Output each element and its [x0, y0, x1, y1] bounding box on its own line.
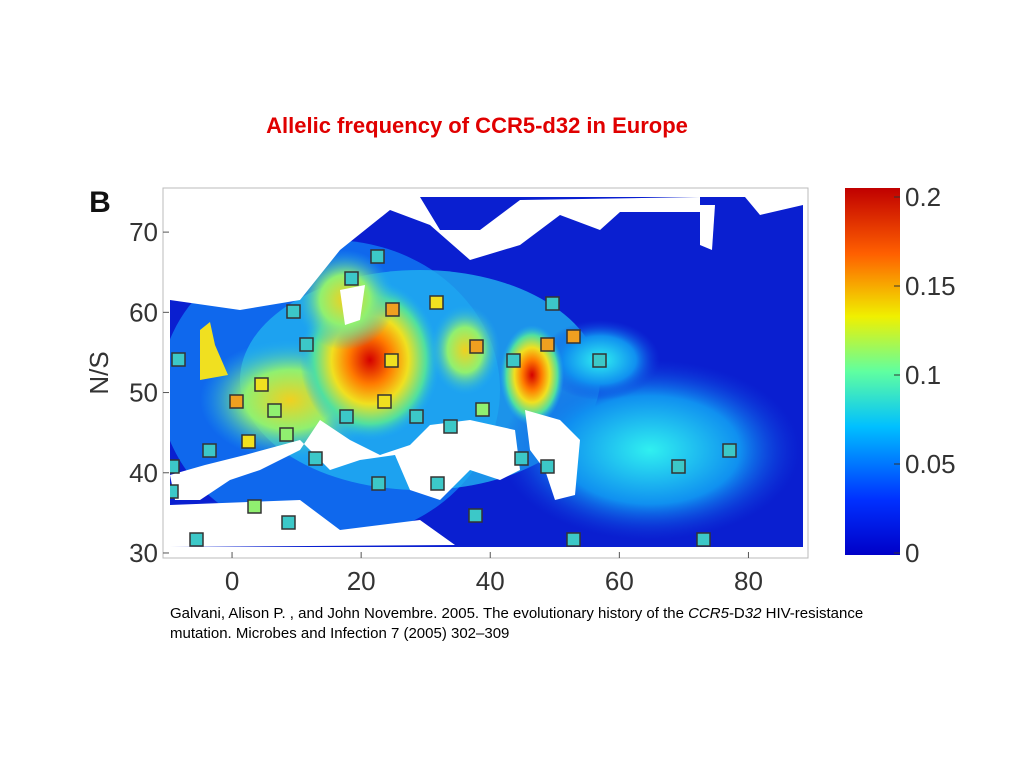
citation: Galvani, Alison P. , and John Novembre. … [170, 604, 890, 644]
colorbar [845, 188, 900, 555]
citation-text: Galvani, Alison P. , and John Novembre. … [170, 605, 689, 622]
y-axis-label: N/S [84, 351, 114, 394]
colorbar-tick-label: 0.1 [905, 360, 941, 390]
axes: 0 20 40 60 80 30 40 50 60 70 0 0.05 0.1 0.15 0.2 [129, 182, 956, 596]
map [170, 197, 803, 547]
y-tick-label: 30 [129, 538, 158, 568]
x-tick-label: 60 [605, 566, 634, 596]
y-tick-label: 70 [129, 217, 158, 247]
colorbar-tick-label: 0.05 [905, 449, 956, 479]
x-tick-label: 0 [225, 566, 239, 596]
colorbar-tick-label: 0.15 [905, 271, 956, 301]
gene-name: 32 [744, 605, 762, 622]
citation-text: -D [728, 605, 745, 622]
x-tick-label: 40 [476, 566, 505, 596]
y-tick-label: 50 [129, 378, 158, 408]
gene-name: CCR5 [688, 605, 729, 622]
x-tick-label: 20 [347, 566, 376, 596]
x-tick-label: 80 [734, 566, 763, 596]
citation-text: HIV-resistance mutation. Microbes and In… [170, 605, 864, 642]
panel-label: B [89, 186, 111, 219]
figure: Allelic frequency of CCR5-d32 in Europe … [84, 113, 956, 596]
title: Allelic frequency of CCR5-d32 in Europe [266, 113, 688, 138]
y-tick-label: 60 [129, 297, 158, 327]
colorbar-tick-label: 0 [905, 538, 919, 568]
colorbar-tick-label: 0.2 [905, 182, 941, 212]
y-tick-label: 40 [129, 458, 158, 488]
